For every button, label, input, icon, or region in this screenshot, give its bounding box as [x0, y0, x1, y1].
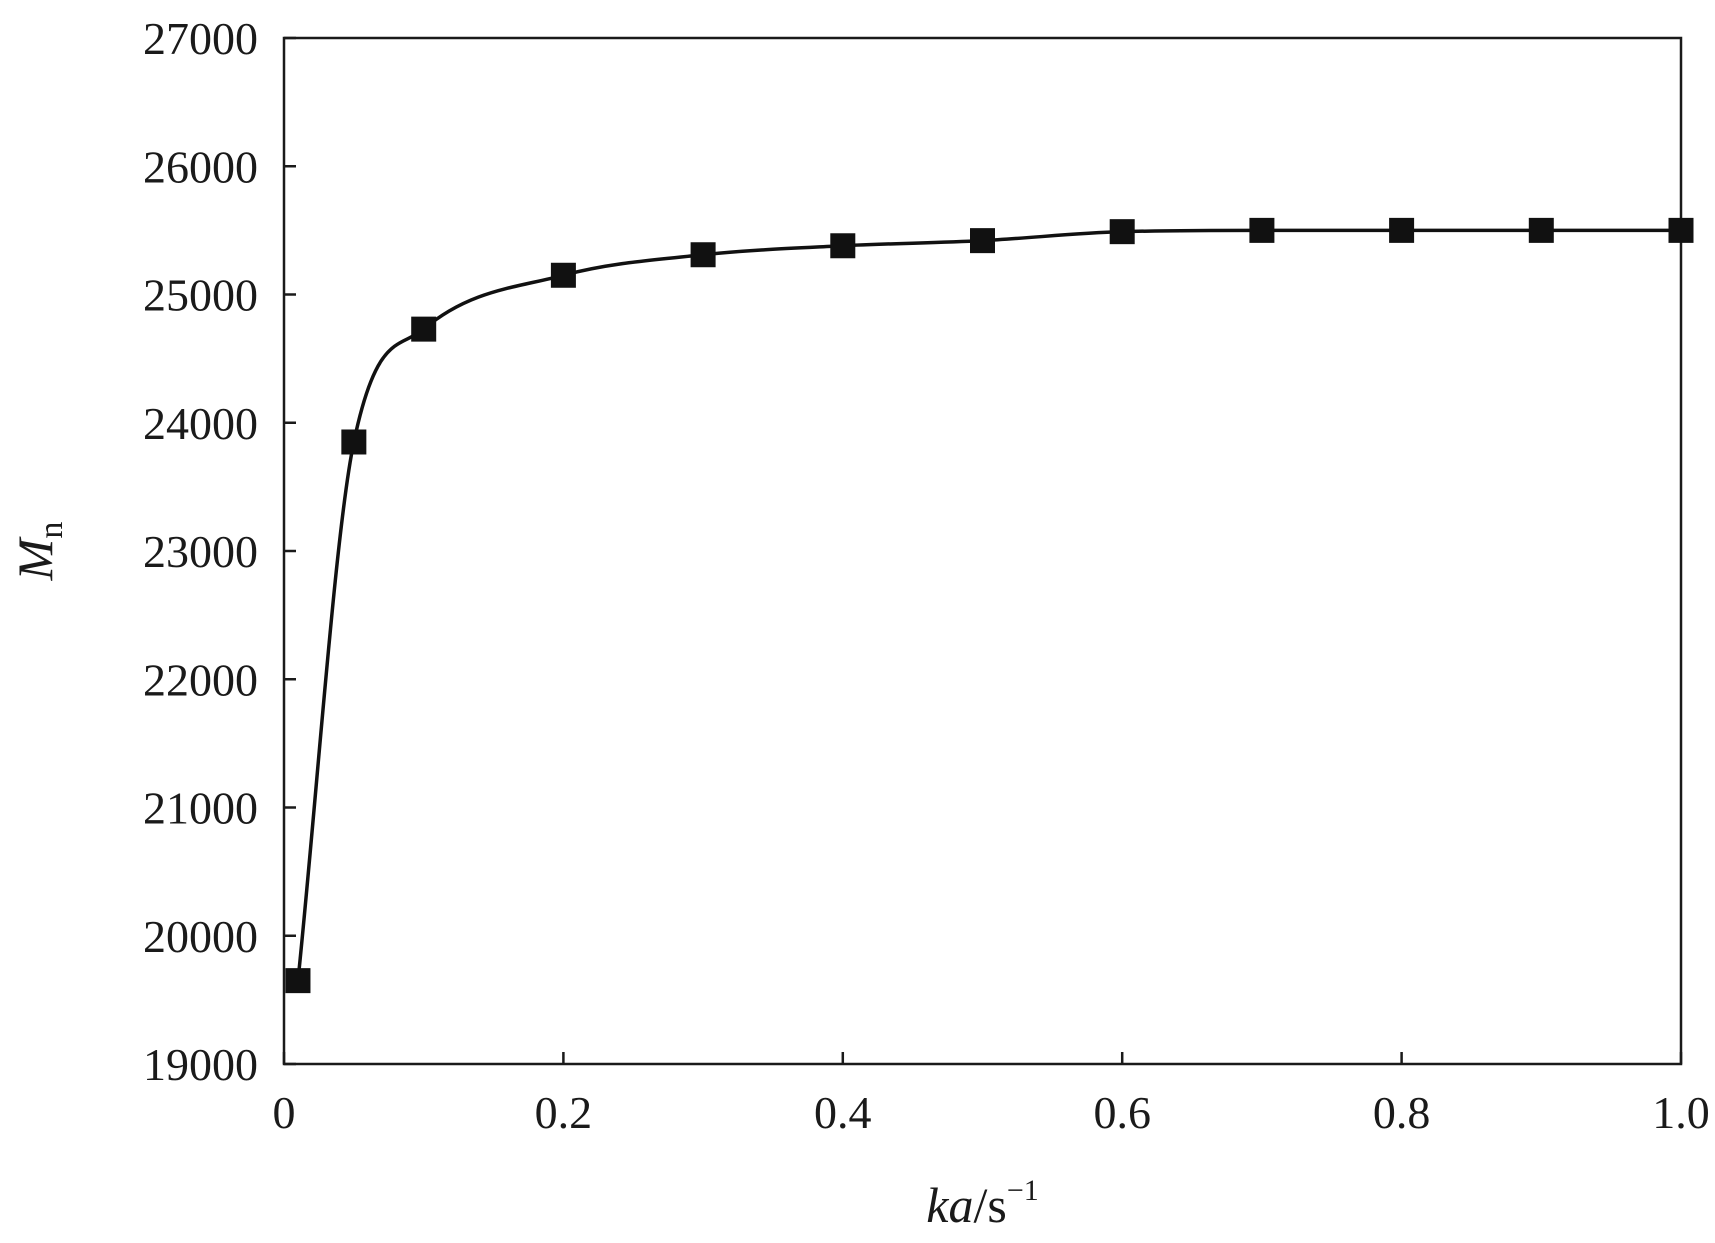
y-axis-title-subscript: n: [33, 522, 70, 539]
y-tick-label: 25000: [143, 270, 258, 321]
x-axis-title-exponent: −1: [1007, 1174, 1039, 1207]
y-axis-title-variable: M: [7, 536, 63, 581]
data-point-marker: [1389, 217, 1415, 243]
x-axis-title-variable: ka: [926, 1177, 973, 1233]
y-tick-label: 22000: [143, 654, 258, 705]
y-axis-ticks: 19000 20000 21000 22000 23000 24000 25000 26000…: [143, 13, 296, 1090]
series-line: [296, 228, 1681, 981]
x-tick-label: 0.6: [1093, 1087, 1151, 1138]
plot-border: [282, 36, 1683, 1066]
plot-frame: [282, 36, 1683, 1066]
y-tick-label: 21000: [143, 783, 258, 834]
x-tick-label: 0.8: [1373, 1087, 1431, 1138]
series-layer: [285, 217, 1694, 994]
data-point-marker: [970, 228, 995, 254]
x-tick-label: 0.4: [814, 1087, 872, 1138]
data-point-marker: [1528, 217, 1554, 243]
x-axis-ticks: 0 0.2 0.4 0.6 0.8 1.0: [273, 1052, 1710, 1138]
data-point-marker: [1249, 217, 1275, 243]
y-tick-label: 19000: [143, 1039, 258, 1090]
data-point-marker: [285, 968, 311, 994]
data-point-marker: [690, 242, 716, 268]
y-tick-label: 27000: [143, 13, 258, 64]
y-tick-label: 23000: [143, 526, 258, 577]
data-point-marker: [550, 262, 576, 288]
x-axis-title-unit: /s: [973, 1177, 1006, 1233]
data-point-marker: [341, 429, 367, 455]
x-tick-label: 0.2: [535, 1087, 593, 1138]
x-tick-label: 0: [273, 1087, 296, 1138]
x-tick-label: 1.0: [1652, 1087, 1710, 1138]
y-tick-label: 20000: [143, 911, 258, 962]
data-point-marker: [1668, 217, 1694, 243]
y-tick-label: 26000: [143, 141, 258, 192]
data-point-marker: [830, 233, 856, 259]
x-axis-title: ka/s−1: [926, 1174, 1038, 1233]
data-point-marker: [411, 316, 437, 342]
y-axis-title: Mn: [7, 522, 70, 582]
data-point-marker: [1109, 219, 1135, 245]
y-tick-label: 24000: [143, 398, 258, 449]
